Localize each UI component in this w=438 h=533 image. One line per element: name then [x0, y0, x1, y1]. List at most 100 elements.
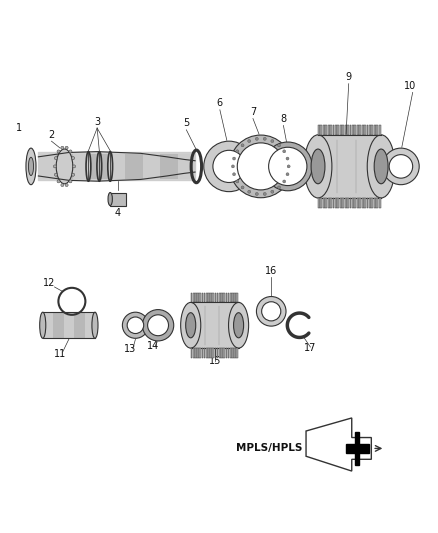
Ellipse shape	[283, 180, 286, 183]
Circle shape	[142, 310, 174, 341]
Bar	[345, 125, 346, 135]
Text: 8: 8	[280, 114, 286, 124]
Bar	[359, 125, 361, 135]
Bar	[204, 293, 205, 302]
Bar	[39, 154, 56, 179]
Bar	[226, 293, 227, 302]
Bar	[350, 125, 351, 135]
Bar	[195, 293, 197, 302]
Bar	[318, 198, 320, 207]
Bar	[193, 293, 194, 302]
Bar	[223, 348, 225, 358]
Ellipse shape	[69, 150, 72, 153]
Bar	[206, 348, 208, 358]
Circle shape	[268, 147, 307, 185]
Bar	[354, 198, 356, 207]
Ellipse shape	[57, 180, 60, 183]
Bar	[234, 348, 236, 358]
Ellipse shape	[263, 138, 266, 140]
Ellipse shape	[236, 150, 239, 153]
Bar	[221, 293, 223, 302]
Bar	[323, 198, 325, 207]
Ellipse shape	[71, 157, 74, 159]
Bar	[357, 125, 359, 135]
Ellipse shape	[61, 183, 64, 187]
Bar	[337, 125, 339, 135]
Bar	[191, 293, 192, 302]
Bar	[323, 125, 325, 135]
Ellipse shape	[53, 165, 57, 168]
Polygon shape	[306, 418, 371, 471]
Text: 2: 2	[48, 130, 55, 140]
Bar	[85, 312, 95, 338]
Ellipse shape	[283, 150, 286, 153]
Bar	[374, 125, 376, 135]
Bar	[125, 154, 143, 179]
Bar	[232, 293, 234, 302]
Circle shape	[383, 148, 419, 184]
Ellipse shape	[304, 135, 332, 198]
Bar	[212, 348, 214, 358]
Text: 3: 3	[94, 117, 100, 127]
Ellipse shape	[367, 135, 395, 198]
Text: 14: 14	[147, 341, 159, 351]
Ellipse shape	[255, 192, 258, 196]
Bar	[335, 198, 337, 207]
Ellipse shape	[271, 190, 274, 193]
Bar	[362, 198, 364, 207]
Circle shape	[127, 317, 144, 334]
Text: 9: 9	[346, 72, 352, 82]
Bar	[223, 293, 225, 302]
Bar	[206, 293, 208, 302]
Ellipse shape	[255, 138, 258, 140]
Bar	[219, 348, 221, 358]
Bar	[330, 198, 332, 207]
Ellipse shape	[233, 157, 236, 160]
Ellipse shape	[229, 302, 249, 348]
Ellipse shape	[247, 140, 251, 143]
Bar	[340, 125, 342, 135]
Bar	[371, 198, 373, 207]
Ellipse shape	[54, 173, 57, 176]
Bar	[325, 125, 327, 135]
Ellipse shape	[286, 157, 289, 160]
Circle shape	[122, 312, 148, 338]
Bar	[204, 348, 205, 358]
Bar	[342, 198, 344, 207]
Ellipse shape	[92, 312, 98, 338]
Ellipse shape	[286, 173, 289, 176]
Bar	[352, 125, 354, 135]
Ellipse shape	[54, 157, 57, 159]
Ellipse shape	[65, 146, 68, 149]
Polygon shape	[346, 444, 369, 453]
Bar	[371, 125, 373, 135]
Bar	[230, 348, 232, 358]
Bar	[195, 348, 197, 358]
Bar	[328, 125, 329, 135]
Bar	[226, 348, 227, 358]
Bar	[369, 125, 371, 135]
Ellipse shape	[247, 190, 251, 193]
Bar	[215, 293, 216, 302]
Text: 11: 11	[54, 349, 66, 359]
Bar	[228, 293, 230, 302]
Ellipse shape	[57, 150, 60, 153]
Bar	[143, 154, 160, 179]
Bar	[340, 198, 342, 207]
Ellipse shape	[71, 173, 74, 176]
Bar	[208, 293, 210, 302]
Bar	[359, 198, 361, 207]
Bar	[201, 348, 203, 358]
Text: 5: 5	[183, 118, 190, 128]
Bar	[108, 154, 125, 179]
Bar	[201, 293, 203, 302]
Text: 17: 17	[304, 343, 317, 353]
Bar	[219, 293, 221, 302]
Circle shape	[237, 143, 284, 190]
Bar	[367, 125, 368, 135]
Bar	[374, 198, 376, 207]
Circle shape	[256, 296, 286, 326]
Bar	[347, 198, 349, 207]
Bar	[364, 198, 366, 207]
Bar	[234, 293, 236, 302]
